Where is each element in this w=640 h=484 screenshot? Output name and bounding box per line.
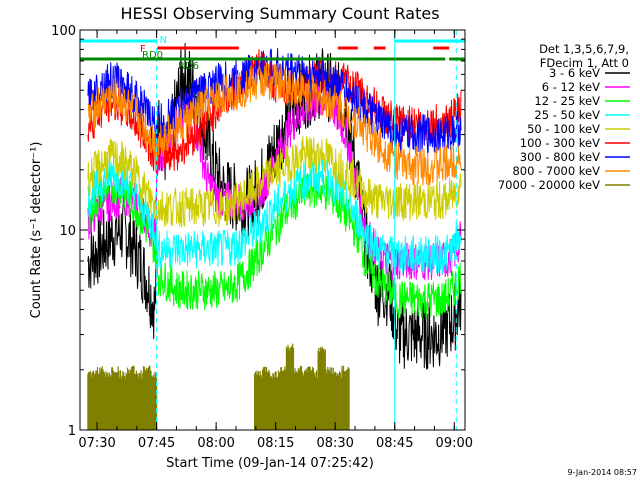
- x-axis-label: Start Time (09-Jan-14 07:25:42): [166, 456, 374, 471]
- x-tick-label-1: 07:30: [78, 436, 115, 451]
- legend-entry-label-4: 25 - 50 keV: [534, 108, 600, 122]
- series-line-5: [87, 136, 462, 229]
- legend-entry-label-6: 100 - 300 keV: [520, 136, 600, 150]
- y-tick-label-3: 100: [51, 24, 76, 39]
- series-line-6: [87, 49, 462, 173]
- series-line-9: [87, 343, 350, 430]
- legend-entry-label-7: 300 - 800 keV: [520, 150, 600, 164]
- y-tick-label-1: 1: [68, 424, 76, 439]
- x-tick-label-5: 08:30: [316, 436, 353, 451]
- y-tick-label-2: 10: [59, 224, 76, 239]
- x-tick-label-2: 07:45: [138, 436, 175, 451]
- legend-entry-label-3: 12 - 25 keV: [534, 94, 600, 108]
- status-bar-label-rd6: RD6: [178, 61, 199, 72]
- chart-title: HESSI Observing Summary Count Rates: [120, 4, 439, 23]
- legend-header-line-1: Det 1,3,5,6,7,9,: [539, 42, 629, 56]
- status-bar-label-rd0: RD0: [142, 50, 163, 61]
- x-tick-label-6: 08:45: [376, 436, 413, 451]
- status-bar-label-f: F: [140, 44, 146, 55]
- legend-entry-label-5: 50 - 100 keV: [527, 122, 600, 136]
- status-bar-label-n: N: [160, 35, 167, 46]
- legend-entry-label-2: 6 - 12 keV: [542, 80, 600, 94]
- x-tick-label-7: 09:00: [436, 436, 473, 451]
- series-group: [87, 43, 462, 430]
- legend-entry-label-9: 7000 - 20000 keV: [498, 178, 600, 192]
- y-axis-label: Count Rate (s⁻¹ detector⁻¹): [29, 142, 44, 319]
- legend-entry-label-8: 800 - 7000 keV: [512, 164, 600, 178]
- legend-entry-label-1: 3 - 6 keV: [549, 66, 600, 80]
- legend-header-line-2: FDecim 1, Att 0: [540, 56, 629, 70]
- x-tick-label-3: 08:00: [197, 436, 234, 451]
- x-tick-label-4: 08:15: [257, 436, 294, 451]
- series-line-4: [87, 157, 462, 274]
- series-line-8: [87, 62, 462, 186]
- footer-date: 9-Jan-2014 08:57: [567, 468, 637, 477]
